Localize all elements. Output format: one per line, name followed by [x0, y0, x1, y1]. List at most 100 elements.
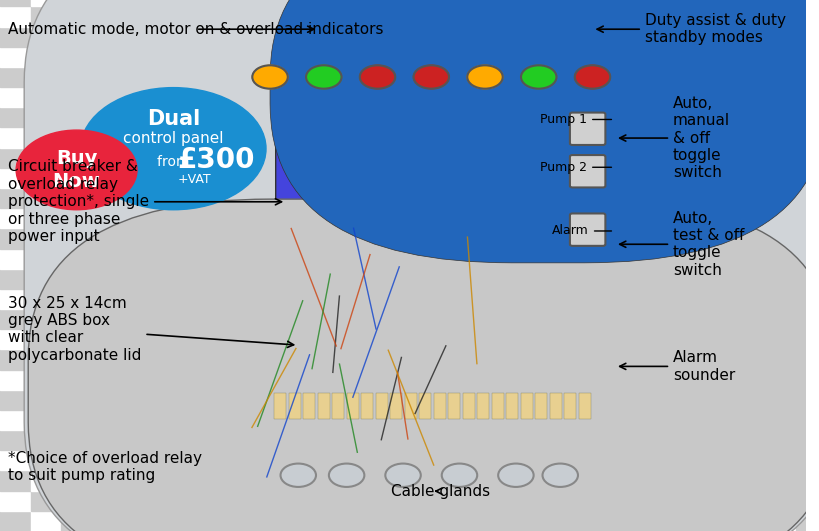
Bar	[765, 249, 795, 269]
Bar	[428, 491, 459, 511]
Bar	[92, 228, 122, 249]
Bar	[337, 450, 367, 470]
Circle shape	[385, 464, 420, 487]
Bar	[367, 349, 398, 370]
Bar	[61, 0, 92, 6]
Bar	[581, 148, 612, 168]
Bar	[153, 47, 183, 67]
Bar	[428, 349, 459, 370]
Bar	[795, 249, 819, 269]
Bar	[765, 370, 795, 390]
Bar	[61, 188, 92, 208]
Bar	[428, 107, 459, 127]
Bar	[306, 168, 337, 188]
Bar	[550, 289, 581, 309]
Bar	[704, 289, 735, 309]
Bar	[122, 329, 153, 349]
Bar	[214, 47, 245, 67]
Bar	[337, 390, 367, 410]
Bar	[612, 370, 642, 390]
Bar	[92, 289, 122, 309]
Bar	[520, 47, 550, 67]
Bar	[337, 430, 367, 450]
Bar	[214, 430, 245, 450]
Bar	[337, 410, 367, 430]
Bar	[520, 430, 550, 450]
Bar	[61, 148, 92, 168]
Bar	[153, 208, 183, 228]
Bar	[306, 370, 337, 390]
Bar	[122, 107, 153, 127]
Bar	[459, 168, 490, 188]
Bar	[795, 188, 819, 208]
Bar	[673, 329, 704, 349]
Bar	[398, 208, 428, 228]
Bar	[0, 228, 30, 249]
Bar	[520, 107, 550, 127]
Bar	[214, 0, 245, 6]
Bar	[520, 127, 550, 148]
Bar	[673, 309, 704, 329]
Bar	[550, 470, 581, 491]
Bar	[520, 370, 550, 390]
Bar	[520, 249, 550, 269]
Bar	[735, 430, 765, 450]
Circle shape	[80, 88, 265, 210]
Bar	[612, 450, 642, 470]
Bar	[367, 329, 398, 349]
Bar	[428, 430, 459, 450]
Bar	[398, 188, 428, 208]
Bar	[122, 309, 153, 329]
Bar	[550, 309, 581, 329]
Bar	[735, 47, 765, 67]
Bar	[122, 0, 153, 6]
Bar	[245, 6, 275, 27]
Bar	[30, 370, 61, 390]
Bar	[735, 148, 765, 168]
Bar	[61, 269, 92, 289]
Bar	[795, 289, 819, 309]
Bar	[306, 67, 337, 87]
Bar	[459, 47, 490, 67]
Circle shape	[441, 464, 477, 487]
Bar	[92, 370, 122, 390]
Bar	[673, 127, 704, 148]
Text: Dual: Dual	[147, 109, 200, 130]
Bar	[30, 491, 61, 511]
Bar	[367, 309, 398, 329]
Bar	[490, 410, 520, 430]
Bar	[337, 6, 367, 27]
Bar	[92, 249, 122, 269]
Bar	[428, 249, 459, 269]
Bar	[288, 393, 301, 419]
Bar	[550, 450, 581, 470]
Bar	[153, 430, 183, 450]
Bar	[306, 491, 337, 511]
Bar	[765, 47, 795, 67]
Bar	[673, 289, 704, 309]
Bar	[275, 148, 306, 168]
Bar	[30, 208, 61, 228]
Bar	[735, 309, 765, 329]
Bar	[673, 27, 704, 47]
Bar	[306, 27, 337, 47]
Bar	[61, 67, 92, 87]
Bar	[490, 390, 520, 410]
Bar	[245, 208, 275, 228]
Bar	[673, 269, 704, 289]
Bar	[183, 289, 214, 309]
Bar	[581, 269, 612, 289]
Bar	[642, 188, 673, 208]
Bar	[735, 6, 765, 27]
Bar	[795, 87, 819, 107]
Bar	[673, 47, 704, 67]
Bar	[550, 511, 581, 531]
Bar	[30, 0, 61, 6]
Bar	[735, 27, 765, 47]
Bar	[306, 47, 337, 67]
Bar	[490, 491, 520, 511]
Bar	[520, 390, 550, 410]
Bar	[735, 127, 765, 148]
Bar	[550, 67, 581, 87]
Bar	[520, 269, 550, 289]
